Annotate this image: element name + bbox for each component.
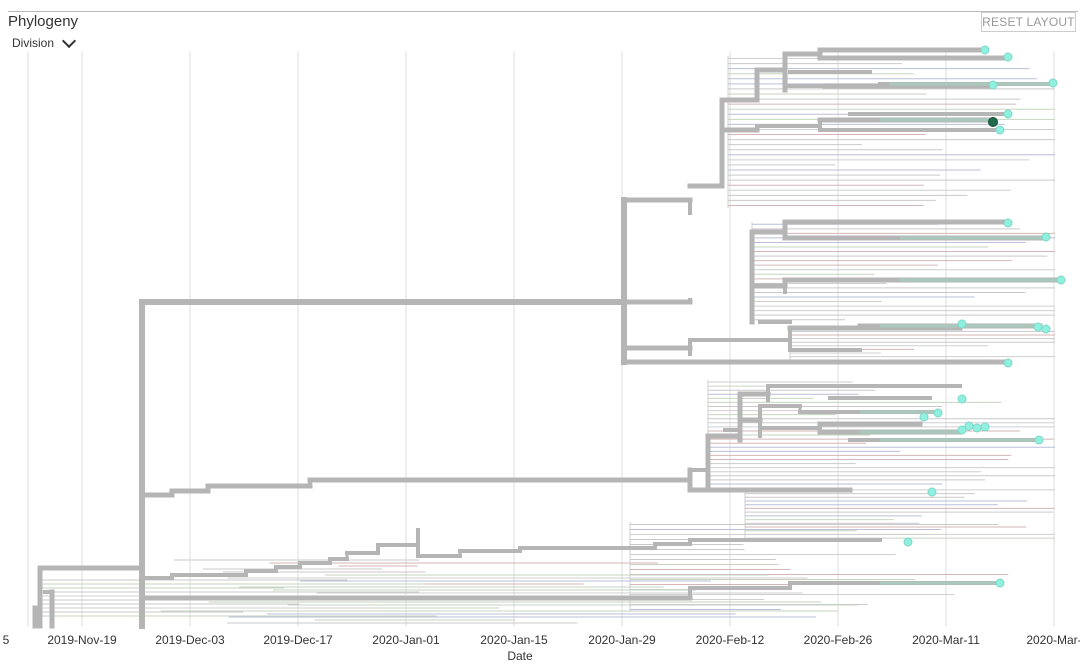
tip-marker <box>972 423 982 433</box>
date-axis: 2019-Nov-19 2019-Dec-03 2019-Dec-17 2020-Ja… <box>3 633 1080 663</box>
x-tick-label-partial: 5 <box>3 633 10 647</box>
tip-marker <box>995 125 1005 135</box>
tip-marker <box>957 425 967 435</box>
tip-marker <box>919 412 929 422</box>
x-tick-label: 2019-Dec-03 <box>155 633 225 647</box>
tip-marker <box>927 487 937 497</box>
tip-marker <box>980 45 990 55</box>
tip-marker <box>1041 232 1051 242</box>
panel-top-border <box>8 11 1078 12</box>
tip-marker <box>933 408 943 418</box>
reset-layout-button[interactable]: RESET LAYOUT <box>981 12 1076 32</box>
x-tick-label: 2019-Dec-17 <box>263 633 333 647</box>
x-tick-label: 2020-Mar-11 <box>912 633 980 647</box>
selected-tip-marker <box>988 117 998 127</box>
tip-marker <box>1003 109 1013 119</box>
tip-marker <box>1003 218 1013 228</box>
tip-marker <box>1033 322 1043 332</box>
minor-branches <box>40 56 1055 624</box>
x-tick-label: 2020-Feb-12 <box>696 633 765 647</box>
tip-marker <box>1003 52 1013 62</box>
tip-marker <box>903 537 913 547</box>
tip-marker <box>1003 358 1013 368</box>
color-by-label: Division <box>12 36 55 50</box>
tip-marker <box>1041 324 1051 334</box>
tip-marker <box>957 394 967 404</box>
x-tick-label: 2020-Mar- <box>1026 633 1080 647</box>
tip-marker <box>988 80 998 90</box>
x-tick-label: 2020-Jan-15 <box>480 633 548 647</box>
x-tick-label: 2020-Feb-26 <box>804 633 873 647</box>
x-tick-label: 2019-Nov-19 <box>47 633 117 647</box>
tip-marker <box>1056 275 1066 285</box>
major-branches <box>32 47 1063 629</box>
tip-marker <box>995 578 1005 588</box>
x-tick-label: 2020-Jan-29 <box>588 633 656 647</box>
color-by-dropdown[interactable]: Division <box>12 33 77 50</box>
date-gridlines <box>27 52 1055 626</box>
tip-marker <box>1048 78 1058 88</box>
panel-title: Phylogeny <box>8 13 79 30</box>
tip-marker <box>957 319 967 329</box>
tip-marker <box>1034 435 1044 445</box>
tip-marker <box>980 422 990 432</box>
x-axis-label: Date <box>507 649 533 663</box>
x-tick-label: 2020-Jan-01 <box>372 633 440 647</box>
tip-markers <box>903 45 1066 588</box>
